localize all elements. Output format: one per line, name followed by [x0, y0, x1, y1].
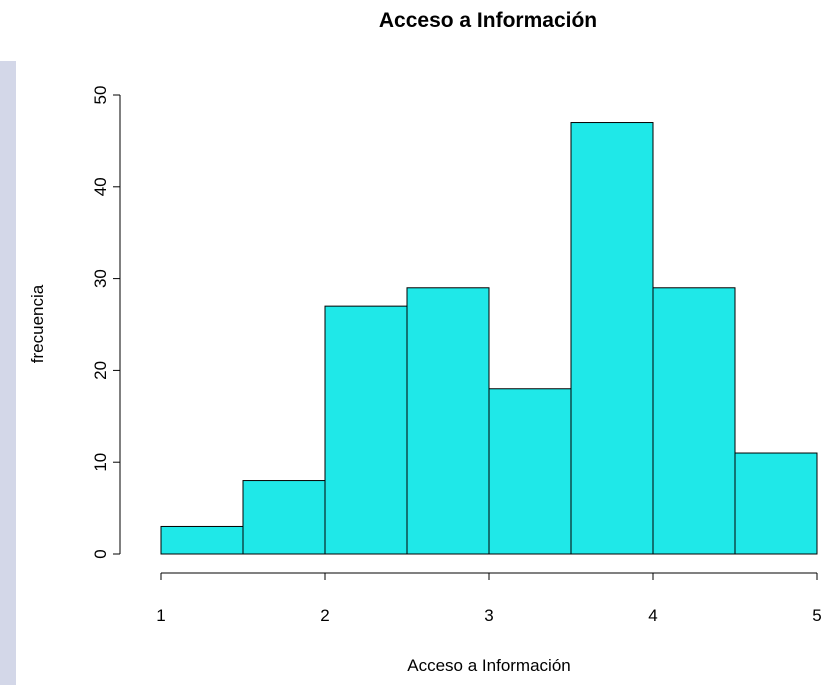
x-axis-label: Acceso a Información — [407, 656, 570, 675]
histogram-bar-2 — [324, 305, 408, 555]
y-tick-label-0: 0 — [91, 549, 110, 558]
x-tick-label-2: 3 — [484, 606, 493, 625]
x-tick-label-0: 1 — [156, 606, 165, 625]
histogram-bar-6 — [652, 287, 736, 555]
y-axis: 0 10 20 30 40 50 — [91, 86, 121, 559]
y-tick-label-1: 10 — [91, 453, 110, 472]
x-tick-label-1: 2 — [320, 606, 329, 625]
y-tick-label-2: 20 — [91, 361, 110, 380]
y-tick-label-3: 30 — [91, 269, 110, 288]
x-axis: 1 2 3 4 5 — [156, 572, 822, 625]
x-tick-label-3: 4 — [648, 606, 657, 625]
sidebar-strip — [0, 61, 16, 685]
bars-group — [160, 122, 818, 555]
chart-title: Acceso a Información — [379, 9, 597, 32]
histogram-bar-3 — [406, 287, 490, 555]
y-tick-label-4: 40 — [91, 177, 110, 196]
y-axis-label: frecuencia — [28, 284, 47, 363]
histogram-bar-1 — [242, 480, 326, 555]
histogram-bar-7 — [734, 452, 818, 555]
histogram-bar-5 — [570, 122, 654, 555]
y-tick-label-5: 50 — [91, 86, 110, 105]
histogram-bar-4 — [488, 388, 572, 555]
x-tick-label-4: 5 — [812, 606, 821, 625]
histogram-bar-0 — [160, 525, 244, 555]
